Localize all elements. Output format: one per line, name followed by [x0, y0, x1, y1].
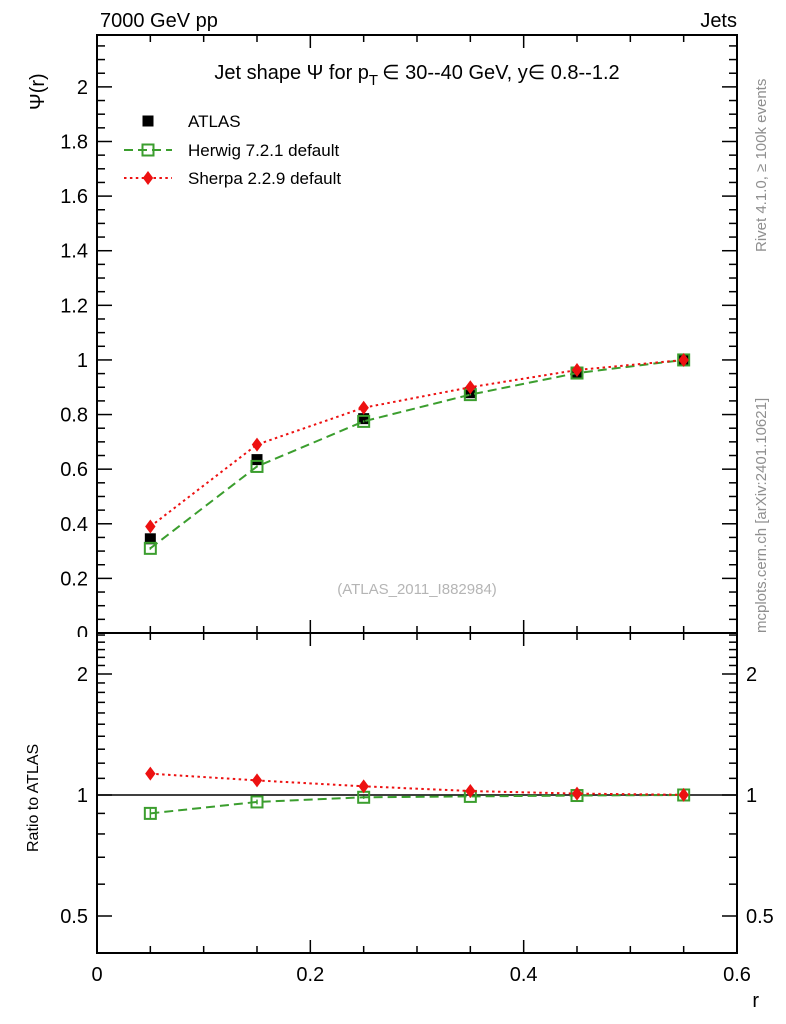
marker-diamond-filled: [678, 352, 689, 367]
tick-label: 1.8: [60, 131, 88, 153]
marker-diamond-filled: [142, 171, 154, 185]
tick-label: 0: [77, 623, 88, 645]
tick-label: 0.2: [296, 964, 324, 986]
tick-label: 1: [77, 350, 88, 372]
ratio-y-axis-title: Ratio to ATLAS: [25, 744, 42, 852]
marker-square-open: [141, 143, 155, 157]
x-axis-title: r: [752, 990, 759, 1012]
axis-ticks: [96, 35, 738, 953]
tick-label: 0.6: [60, 459, 88, 481]
marker-diamond-filled: [571, 786, 583, 801]
marker-diamond-filled: [465, 784, 476, 799]
ratio-panel-border: [96, 632, 738, 954]
legend-label-sherpa: Sherpa 2.2.9 default: [188, 169, 341, 188]
ratio-series-herwig: [143, 788, 691, 820]
legend: ATLAS Herwig 7.2.1 default Sherpa 2.2.9 …: [124, 112, 341, 188]
legend-label-herwig: Herwig 7.2.1 default: [188, 141, 339, 160]
legend-markers: [124, 115, 172, 185]
marker-square-filled: [251, 454, 263, 466]
marker-square-filled: [358, 413, 370, 425]
marker-square-open: [143, 806, 157, 820]
analysis-topic-label: Jets: [700, 10, 737, 32]
tick-label: 0.6: [723, 964, 751, 986]
series-line: [149, 358, 684, 550]
tick-label: 2: [77, 77, 88, 99]
tick-label: 1.2: [60, 295, 88, 317]
marker-diamond-filled: [251, 437, 263, 452]
marker-diamond-filled: [145, 519, 156, 534]
tick-label: 0.4: [510, 964, 538, 986]
beam-energy-label: 7000 GeV pp: [100, 10, 218, 32]
marker-square-filled: [144, 533, 156, 545]
series-line: [150, 772, 684, 796]
marker-diamond-filled: [571, 363, 583, 378]
main-series-sherpa: [145, 352, 689, 534]
plot-title-main: Jet shape Ψ for p: [214, 62, 369, 84]
marker-diamond-filled: [358, 779, 369, 794]
y-axis-title: Ψ(r): [27, 73, 49, 110]
tick-label: 1.6: [60, 186, 88, 208]
plot-title-subscript: T: [369, 72, 378, 89]
tick-label: 2: [77, 664, 88, 686]
marker-square-open: [143, 541, 157, 555]
marker-diamond-filled: [358, 400, 369, 415]
axis-tick-labels: 0 0.2 0.4 0.6 0.8 1 1.2 1.4 1.6 1.8 2 0 0.2 0.4 0.6 0.5…: [60, 77, 774, 986]
tick-label: 1: [77, 785, 88, 807]
tick-label: 0.8: [60, 405, 88, 427]
marker-square-open: [357, 414, 371, 428]
tick-label: 0.4: [60, 514, 88, 536]
mcplots-arxiv-note: mcplots.cern.ch [arXiv:2401.10621]: [753, 398, 770, 633]
rivet-version-note: Rivet 4.1.0, ≥ 100k events: [753, 79, 770, 252]
ratio-series-sherpa: [145, 766, 689, 802]
tick-label: 0.5: [60, 906, 88, 928]
analysis-id-watermark: (ATLAS_2011_I882984): [337, 581, 497, 598]
tick-label: 1.4: [60, 241, 88, 263]
marker-diamond-filled: [251, 773, 263, 788]
tick-label: 0: [91, 964, 102, 986]
tick-label: 0.5: [746, 906, 774, 928]
tick-label: 2: [746, 664, 757, 686]
marker-diamond-filled: [145, 766, 156, 781]
tick-label: 0.2: [60, 568, 88, 590]
marker-square-open: [250, 795, 264, 809]
series-line: [150, 794, 684, 815]
main-series-atlas: [144, 354, 690, 545]
series-line: [149, 358, 684, 528]
marker-square-open: [250, 459, 264, 473]
plot-title-rest: ∈ 30--40 GeV, y∈ 0.8--1.2: [382, 62, 620, 84]
tick-label: 1: [746, 785, 757, 807]
marker-diamond-filled: [465, 380, 476, 395]
main-series-herwig: [143, 353, 691, 555]
plot-content: [97, 352, 737, 820]
marker-diamond-filled: [678, 787, 689, 802]
plot-title: Jet shape Ψ for pT ∈ 30--40 GeV, y∈ 0.8--…: [214, 62, 619, 89]
main-y-tick-labels: 0 0.2 0.4 0.6 0.8 1 1.2 1.4 1.6 1.8 2: [60, 77, 88, 645]
legend-label-atlas: ATLAS: [188, 112, 241, 131]
marker-square-filled: [142, 115, 154, 127]
